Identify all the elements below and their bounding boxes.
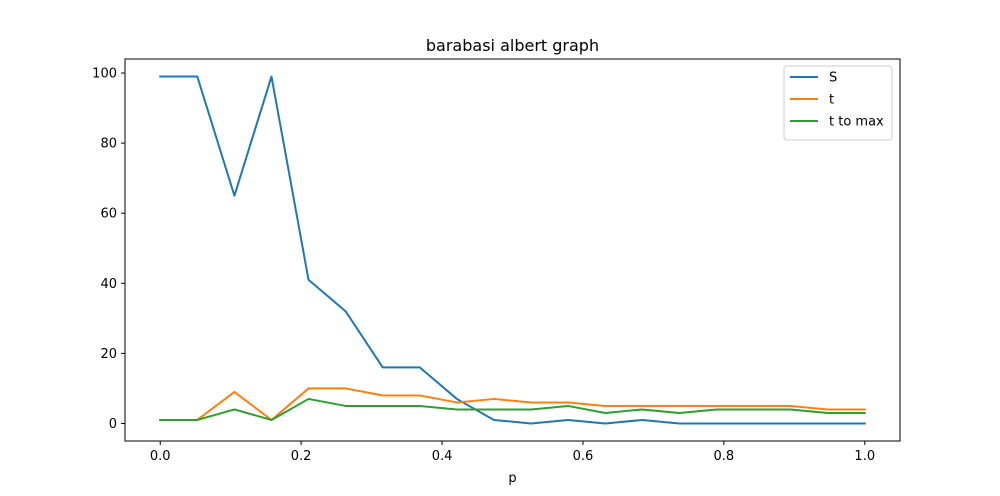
x-tick-label: 0.6 (573, 449, 594, 464)
x-tick-label: 0.0 (150, 449, 171, 464)
legend-label-t-to-max: t to max (829, 115, 884, 130)
x-tick-label: 1.0 (854, 449, 875, 464)
x-tick-label: 0.4 (432, 449, 453, 464)
y-tick-label: 20 (100, 347, 117, 362)
x-axis-label: p (508, 471, 516, 486)
y-tick-label: 40 (100, 277, 117, 292)
plot-frame (124, 58, 901, 442)
y-tick-label: 60 (100, 207, 117, 222)
y-tick-label: 100 (92, 67, 117, 82)
y-tick-label: 0 (109, 417, 117, 432)
series-line-t (159, 387, 866, 421)
chart-title: barabasi albert graph (426, 36, 599, 55)
series-line-t-to-max (159, 397, 866, 421)
legend-label-t: t (829, 93, 834, 108)
series-line-s (159, 75, 866, 425)
legend-label-s: S (829, 71, 837, 86)
y-tick-label: 80 (100, 137, 117, 152)
x-tick-label: 0.2 (291, 449, 312, 464)
x-tick-label: 0.8 (714, 449, 735, 464)
